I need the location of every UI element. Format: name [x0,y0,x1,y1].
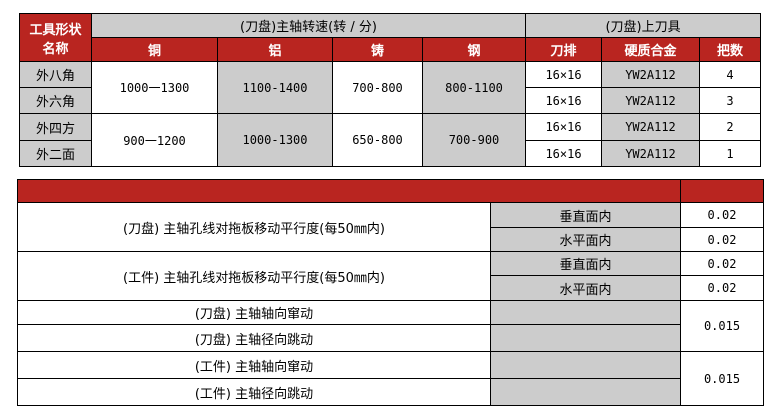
tolerance-cell: 0.02 [680,227,764,252]
table-row: 水平面内 0.02 [18,275,764,301]
table-row: (工件) 主轴孔线对拖板移动平行度(每50㎜内) 垂直面内 0.02 [17,251,764,301]
empty-cell [490,351,681,379]
table-row: 水平面内 0.02 [18,227,764,252]
precision-table: (刀盘) 主轴孔线对拖板移动平行度(每50㎜内) 垂直面内 0.02 水平面内 … [17,179,764,406]
speed-cell: 800-1100 [422,61,526,114]
carbide-cell: YW2A112 [601,87,700,114]
header-aluminum: 铝 [217,37,333,62]
plane-cell: 垂直面内 [490,202,681,228]
tolerance-cell: 0.02 [680,275,764,301]
speed-cell: 700-900 [422,113,526,167]
spindle-speed-table: 工具形状 名称 (刀盘)主轴转速(转 / 分) (刀盘)上刀具 铜 铝 铸 钢 刀… [19,13,762,167]
item-cell: (工件) 主轴径向跳动 [17,378,491,406]
speed-cell: 1000一1300 [91,61,218,114]
header-carbide: 硬质合金 [601,37,700,62]
tolerance-cell: 0.02 [680,202,764,228]
empty-cell [490,378,681,406]
tool-bar-cell: 16×16 [525,61,602,88]
header-copper: 铜 [91,37,218,62]
speed-cell: 900一1200 [91,113,218,167]
table-row: 外八角 1000一1300 1100-1400 700-800 800-1100… [19,61,762,114]
header-cast: 铸 [332,37,423,62]
tolerance-cell: 0.015 [680,300,764,352]
carbide-cell: YW2A112 [601,113,700,141]
item-cell: (工件) 主轴孔线对拖板移动平行度(每50㎜内) [17,251,491,301]
count-cell: 4 [698,61,762,88]
tolerance-cell: 0.02 [680,251,764,276]
header-tools: (刀盘)上刀具 [524,13,762,38]
empty-cell [490,324,681,352]
shape-cell: 外二面 [19,140,92,167]
empty-cell [490,300,681,325]
speed-cell: 1100-1400 [217,61,333,114]
tool-bar-cell: 16×16 [525,113,602,141]
header-tool-bar: 刀排 [525,37,602,62]
speed-cell: 650-800 [332,113,423,167]
count-cell: 2 [698,113,762,141]
plane-cell: 水平面内 [490,227,681,252]
header-spindle-speed: (刀盘)主轴转速(转 / 分) [91,13,526,38]
header-count: 把数 [698,37,762,62]
count-cell: 3 [698,87,762,114]
item-cell: (刀盘) 主轴轴向窜动 [17,300,491,325]
count-cell: 1 [698,140,762,167]
table-row: (工件) 主轴径向跳动 [17,378,764,406]
header-shape-name: 工具形状 名称 [19,13,92,62]
table-row: (刀盘) 主轴径向跳动 [17,324,764,352]
shape-cell: 外六角 [19,87,92,114]
header-bar-value [680,179,764,203]
item-cell: (工件) 主轴轴向窜动 [17,351,491,379]
speed-cell: 1000-1300 [217,113,333,167]
shape-cell: 外八角 [19,61,92,88]
table-row: (刀盘) 主轴孔线对拖板移动平行度(每50㎜内) 垂直面内 0.02 [17,202,764,252]
carbide-cell: YW2A112 [601,140,700,167]
shape-cell: 外四方 [19,113,92,141]
table-row: 外四方 900一1200 1000-1300 650-800 700-900 1… [19,113,762,167]
item-cell: (刀盘) 主轴径向跳动 [17,324,491,352]
table-row: (刀盘) 主轴轴向窜动 0.015 [17,300,764,352]
tool-bar-cell: 16×16 [525,87,602,114]
header-bar [17,179,681,203]
header-steel: 钢 [422,37,526,62]
table-row: (工件) 主轴轴向窜动 0.015 [17,351,764,406]
plane-cell: 水平面内 [490,275,681,301]
table-row: 外六角 16×16 YW2A112 3 [19,87,762,114]
speed-cell: 700-800 [332,61,423,114]
tool-bar-cell: 16×16 [525,140,602,167]
table-row: 外二面 16×16 YW2A112 1 [19,140,762,167]
tolerance-cell: 0.015 [680,351,764,406]
item-cell: (刀盘) 主轴孔线对拖板移动平行度(每50㎜内) [17,202,491,252]
carbide-cell: YW2A112 [601,61,700,88]
plane-cell: 垂直面内 [490,251,681,276]
